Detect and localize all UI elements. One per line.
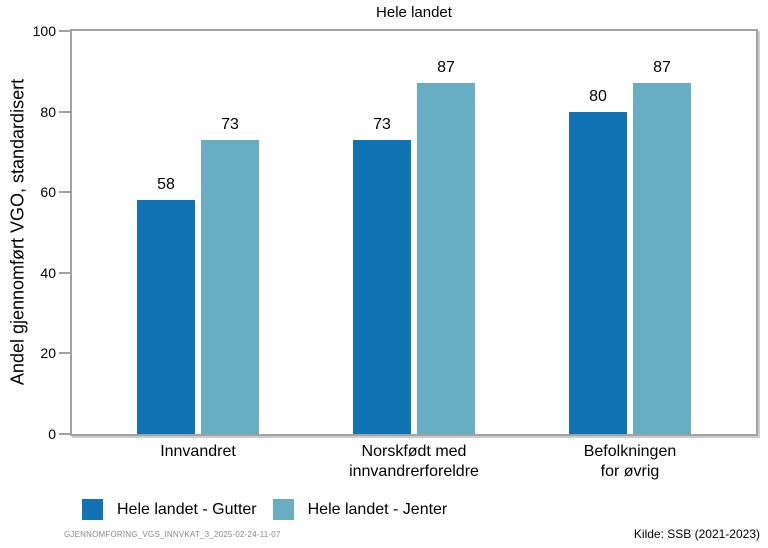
- y-tick-mark-0: [59, 433, 70, 435]
- y-tick-mark-80: [59, 110, 70, 113]
- y-tick-mark-100: [59, 30, 70, 32]
- y-tick-label-20: 20: [40, 345, 56, 362]
- bar-hele-landet-jenter-innvandret: [201, 139, 259, 434]
- bar-hele-landet-gutter-norskfødt-med: [353, 139, 411, 434]
- bar-hele-landet-gutter-innvandret: [137, 200, 195, 434]
- legend-item-hele-landet-gutter: Hele landet - Gutter: [82, 499, 257, 520]
- legend-swatch: [272, 499, 294, 520]
- y-axis-label-text: Andel gjennomført VGO, standardisert: [7, 78, 28, 386]
- bar-hele-landet-jenter-befolkningen: [633, 83, 691, 434]
- plot-area: 58 73 73 87 80 87: [70, 29, 758, 436]
- bar-value-label: 87: [653, 59, 671, 77]
- footer-code: GJENNOMFORING_VGS_INNVKAT_3_2025-02-24-1…: [64, 530, 281, 539]
- source-label: Kilde: SSB (2021-2023): [633, 527, 760, 541]
- bar-hele-landet-gutter-befolkningen: [569, 111, 627, 434]
- x-category-label-innvandret: Innvandret: [160, 443, 236, 460]
- plot-inner: 58 73 73 87 80 87: [72, 31, 756, 434]
- legend-label: Hele landet - Jenter: [307, 500, 448, 518]
- legend: Hele landet - Gutter Hele landet - Jenter: [82, 499, 447, 520]
- y-tick-label-40: 40: [40, 264, 56, 281]
- chart-title: Hele landet: [376, 4, 452, 21]
- legend-item-hele-landet-jenter: Hele landet - Jenter: [272, 499, 448, 520]
- x-category-label-befolkningen: Befolkningen for øvrig: [583, 443, 677, 480]
- bar-hele-landet-jenter-norskfødt-med: [417, 83, 475, 434]
- y-tick-mark-40: [59, 271, 70, 274]
- bar-value-label: 87: [437, 59, 455, 77]
- y-tick-label-100: 100: [32, 23, 56, 39]
- bar-value-label: 80: [589, 87, 607, 105]
- y-tick-label-0: 0: [48, 426, 56, 442]
- y-tick-label-60: 60: [40, 184, 56, 201]
- bar-value-label: 73: [221, 115, 239, 133]
- legend-swatch: [82, 499, 103, 520]
- x-category-label-norskfødt-med: Norskfødt med innvandrerforeldre: [349, 443, 479, 480]
- y-tick-mark-20: [59, 352, 70, 355]
- y-tick-label-80: 80: [40, 103, 56, 120]
- legend-label: Hele landet - Gutter: [117, 500, 257, 518]
- bar-value-label: 73: [373, 115, 391, 133]
- y-tick-mark-60: [59, 191, 70, 194]
- bar-value-label: 58: [157, 176, 175, 194]
